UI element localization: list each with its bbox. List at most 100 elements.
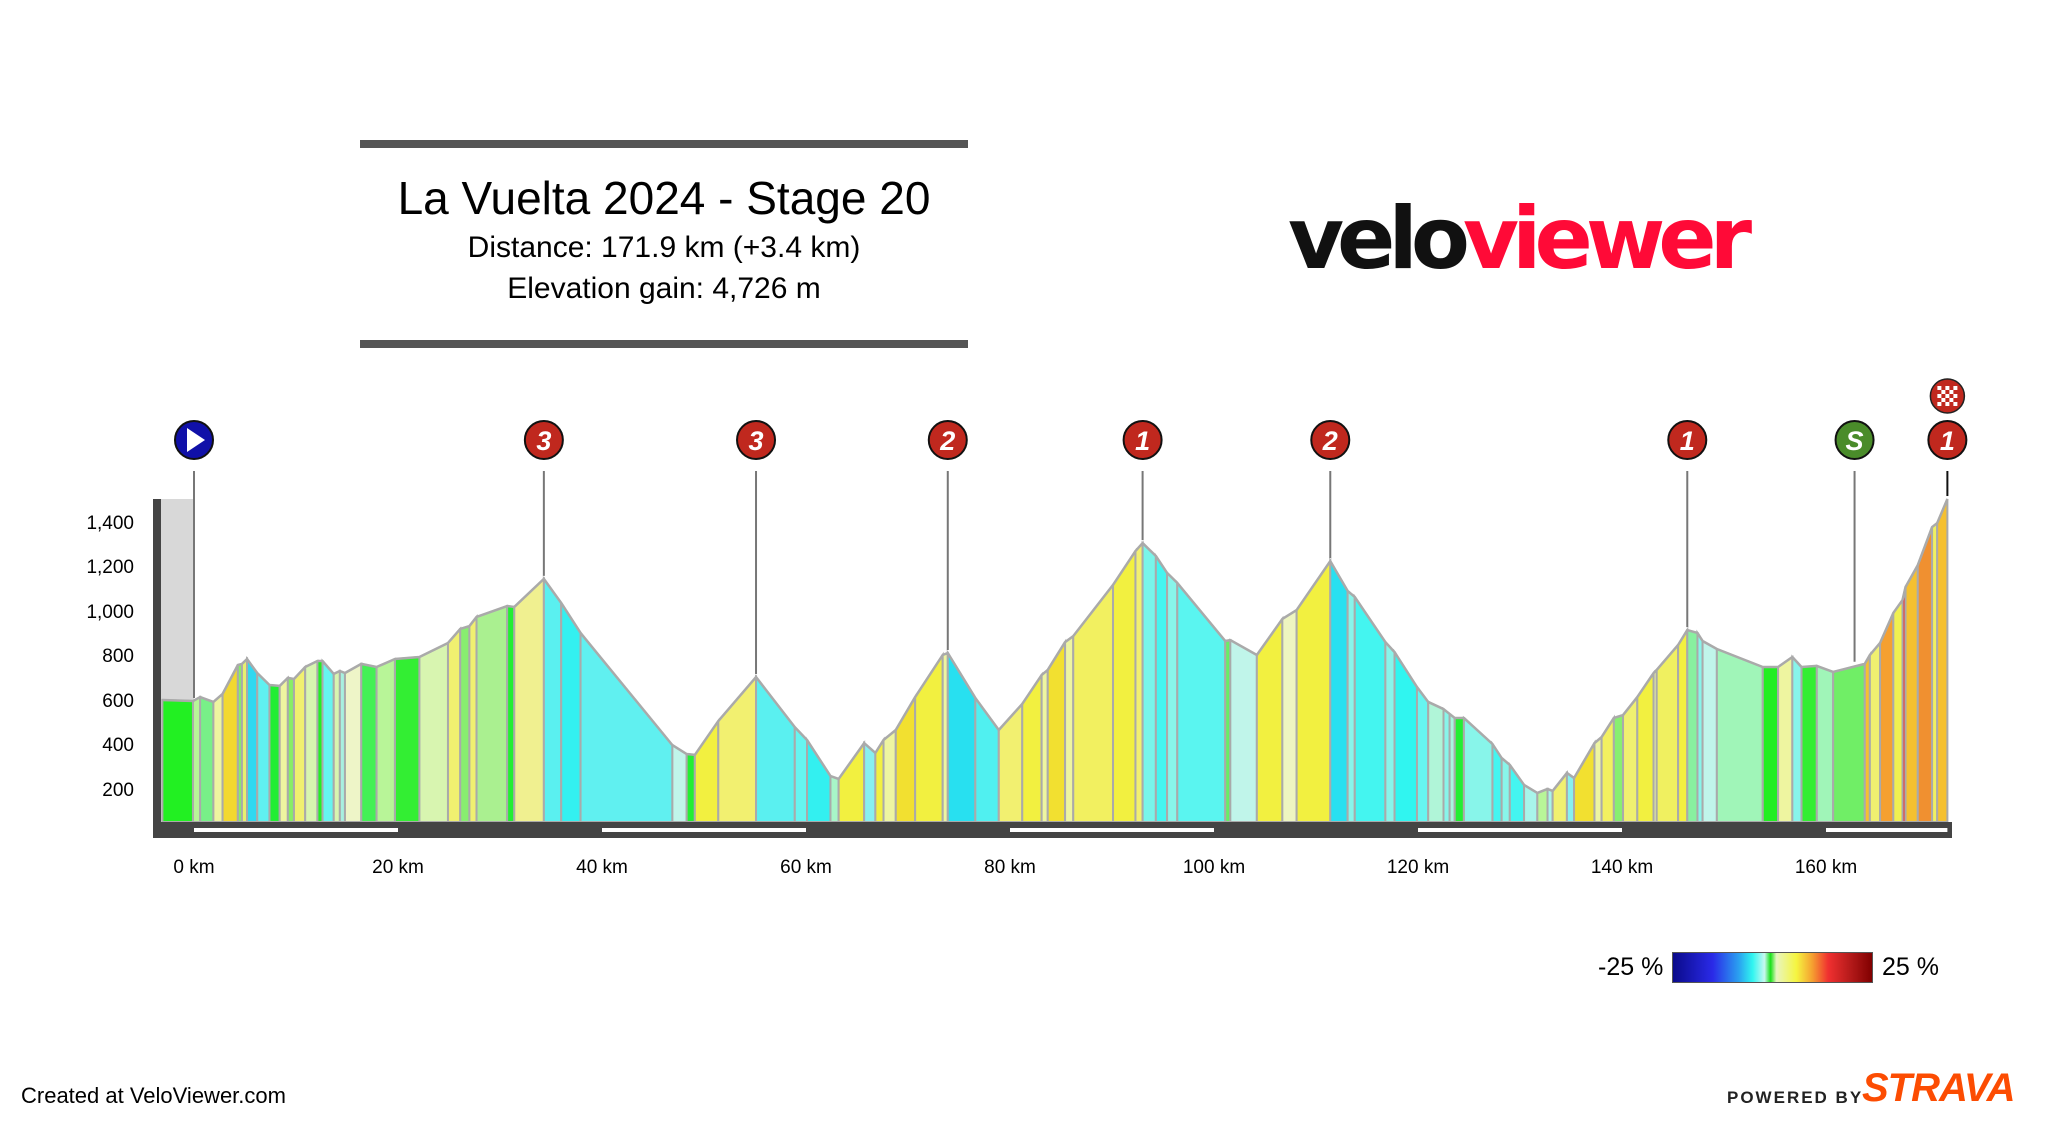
y-axis-bar	[153, 499, 161, 838]
y-tick-label: 1,400	[86, 512, 134, 534]
x-tick-label: 120 km	[1386, 857, 1450, 878]
y-tick-label: 600	[102, 690, 134, 712]
category-3-icon: 3	[736, 420, 777, 460]
strava-logo: STRAVA	[1862, 1066, 2016, 1110]
profile-segment	[685, 752, 696, 823]
profile-segment	[1612, 713, 1625, 823]
profile-segment	[506, 604, 516, 823]
y-tick-label: 800	[102, 646, 134, 667]
elevation-gain-text: Elevation gain: 4,726 m	[507, 272, 821, 305]
profile-segment	[199, 695, 215, 823]
profile-segment	[1427, 700, 1445, 823]
profile-segment	[1791, 654, 1803, 823]
profile-segment	[292, 664, 307, 823]
profile-segment	[1393, 648, 1418, 823]
profile-segment	[256, 670, 271, 823]
profile-segment	[513, 576, 545, 823]
x-tick-label: 0 km	[173, 857, 215, 878]
profile-segment	[1353, 593, 1387, 823]
profile-segment	[1800, 664, 1818, 823]
profile-segment	[1565, 770, 1576, 823]
profile-segment	[393, 655, 421, 823]
profile-segment	[837, 739, 866, 823]
profile-segment	[1462, 715, 1494, 823]
profile-segment	[1415, 684, 1430, 823]
profile-segment	[1021, 671, 1043, 823]
gradient-colorbar	[1672, 952, 1873, 983]
profile-segment	[343, 662, 363, 823]
profile-segment	[1936, 498, 1949, 823]
x-tick-label: 60 km	[780, 857, 832, 878]
category-2-icon: 2	[927, 420, 968, 460]
x-tick-label: 40 km	[576, 857, 628, 878]
profile-segment	[459, 624, 471, 823]
profile-segment	[542, 575, 563, 823]
colorbar-max-label: 25 %	[1882, 953, 1939, 981]
profile-segment	[1622, 694, 1639, 823]
profile-segment	[268, 683, 281, 823]
profile-segment	[1715, 647, 1764, 823]
km-stripes	[194, 828, 1948, 832]
profile-segment	[375, 657, 396, 823]
svg-text:3: 3	[749, 426, 764, 456]
svg-text:S: S	[1846, 426, 1864, 456]
profile-segment	[1701, 639, 1718, 823]
title-block: La Vuelta 2024 - Stage 20 Distance: 171.…	[360, 148, 968, 340]
profile-segment	[914, 651, 944, 823]
profile-segment	[1536, 787, 1549, 823]
title-bottom-rule	[360, 340, 968, 348]
y-tick-label: 200	[102, 779, 134, 801]
profile-segment	[1686, 628, 1699, 823]
title-top-rule	[360, 140, 968, 148]
profile-segment	[1154, 552, 1169, 823]
profile-segment	[1346, 588, 1356, 823]
km-stripe	[1418, 828, 1622, 832]
logo-velo: velo	[1288, 189, 1470, 289]
profile-segment	[1064, 634, 1075, 823]
y-tick-label: 1,200	[86, 557, 134, 578]
profile-segment	[1072, 581, 1115, 823]
svg-text:1: 1	[1135, 426, 1150, 456]
profile-segment	[560, 599, 582, 823]
distance-text: Distance: 171.9 km (+3.4 km)	[467, 231, 861, 264]
profile-segment	[246, 655, 259, 823]
profile-segment	[1295, 557, 1332, 823]
x-tick-label: 140 km	[1590, 857, 1654, 878]
x-tick-label: 80 km	[984, 857, 1036, 878]
markers: 3 3 2 1 2 1 S 1	[174, 378, 1968, 460]
profile-segment	[418, 641, 449, 823]
svg-text:1: 1	[1940, 426, 1955, 456]
veloviewer-logo: veloviewer	[1288, 196, 1752, 282]
page-title: La Vuelta 2024 - Stage 20	[397, 172, 931, 224]
powered-by-text: POWERED BY	[1727, 1088, 1864, 1107]
profile-segment	[882, 727, 897, 823]
profile-segment	[793, 724, 809, 823]
marker-lines	[193, 471, 1949, 699]
profile-segment	[360, 662, 378, 823]
play-icon	[174, 420, 214, 460]
profile-segment	[475, 604, 509, 823]
profile-segment	[1281, 608, 1298, 823]
profile-segment	[829, 774, 840, 823]
category-1-icon: 1	[1122, 420, 1163, 460]
profile-segment	[1677, 626, 1689, 823]
svg-text:3: 3	[536, 426, 551, 456]
profile-segment	[1777, 655, 1794, 823]
profile-segment	[1384, 639, 1396, 823]
profile-segment	[1573, 739, 1596, 823]
km-stripe	[1826, 828, 1948, 832]
profile-segment	[446, 626, 462, 823]
x-tick-label: 160 km	[1794, 857, 1858, 878]
profile-segment	[304, 659, 319, 823]
profile-segment	[1868, 640, 1882, 823]
profile-segment	[278, 675, 289, 823]
profile-segment	[212, 691, 224, 823]
profile-segment	[1593, 734, 1603, 823]
km-stripe	[194, 828, 398, 832]
profile-segment	[1329, 557, 1349, 823]
sprint-icon: S	[1834, 420, 1875, 460]
category-1-icon: 1	[1667, 420, 1708, 460]
profile-segment	[806, 736, 832, 823]
profile-segment	[1815, 664, 1835, 823]
